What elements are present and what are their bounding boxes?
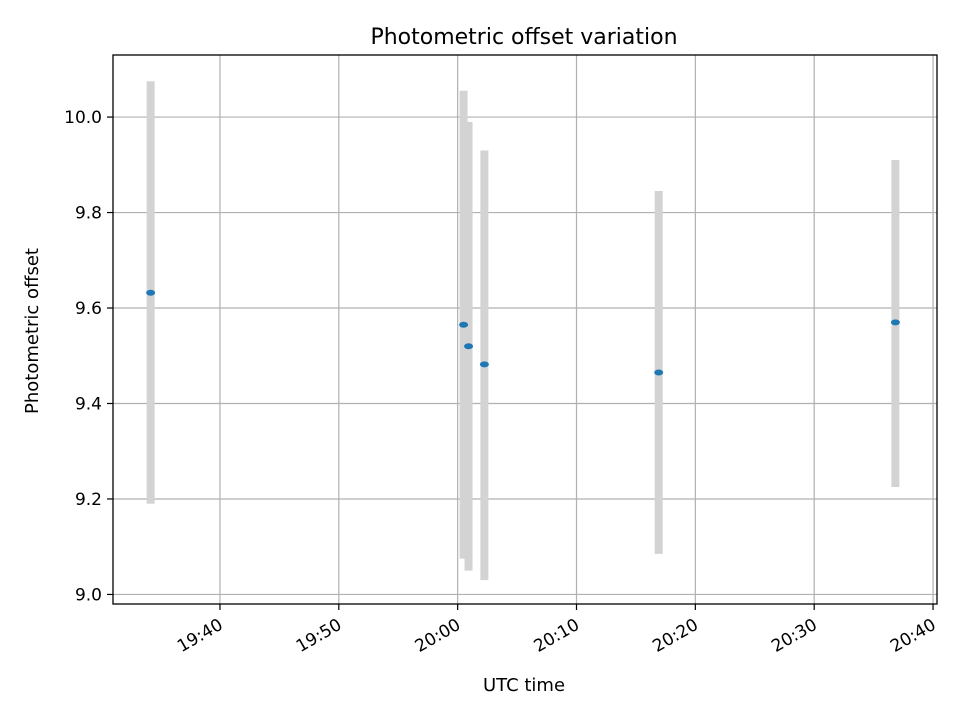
data-markers (146, 289, 900, 376)
grid (113, 55, 937, 604)
data-point (146, 289, 156, 296)
data-point (654, 369, 664, 376)
data-point (459, 321, 469, 328)
y-tick-label: 9.6 (75, 299, 102, 319)
y-tick-label: 9.8 (75, 204, 102, 224)
chart-title: Photometric offset variation (370, 25, 677, 50)
y-tick-label: 10.0 (64, 108, 102, 128)
y-axis-label: Photometric offset (22, 248, 43, 414)
x-axis-label: UTC time (483, 675, 565, 696)
y-tick-label: 9.2 (75, 490, 102, 510)
y-tick-label: 9.0 (75, 585, 102, 605)
data-point (479, 361, 489, 368)
data-point (464, 343, 474, 350)
y-tick-label: 9.4 (75, 394, 102, 414)
plot-frame (112, 54, 938, 605)
data-point (890, 319, 900, 326)
y-axis-ticks: 9.0 9.2 9.4 9.6 9.8 10.0 (64, 108, 113, 605)
